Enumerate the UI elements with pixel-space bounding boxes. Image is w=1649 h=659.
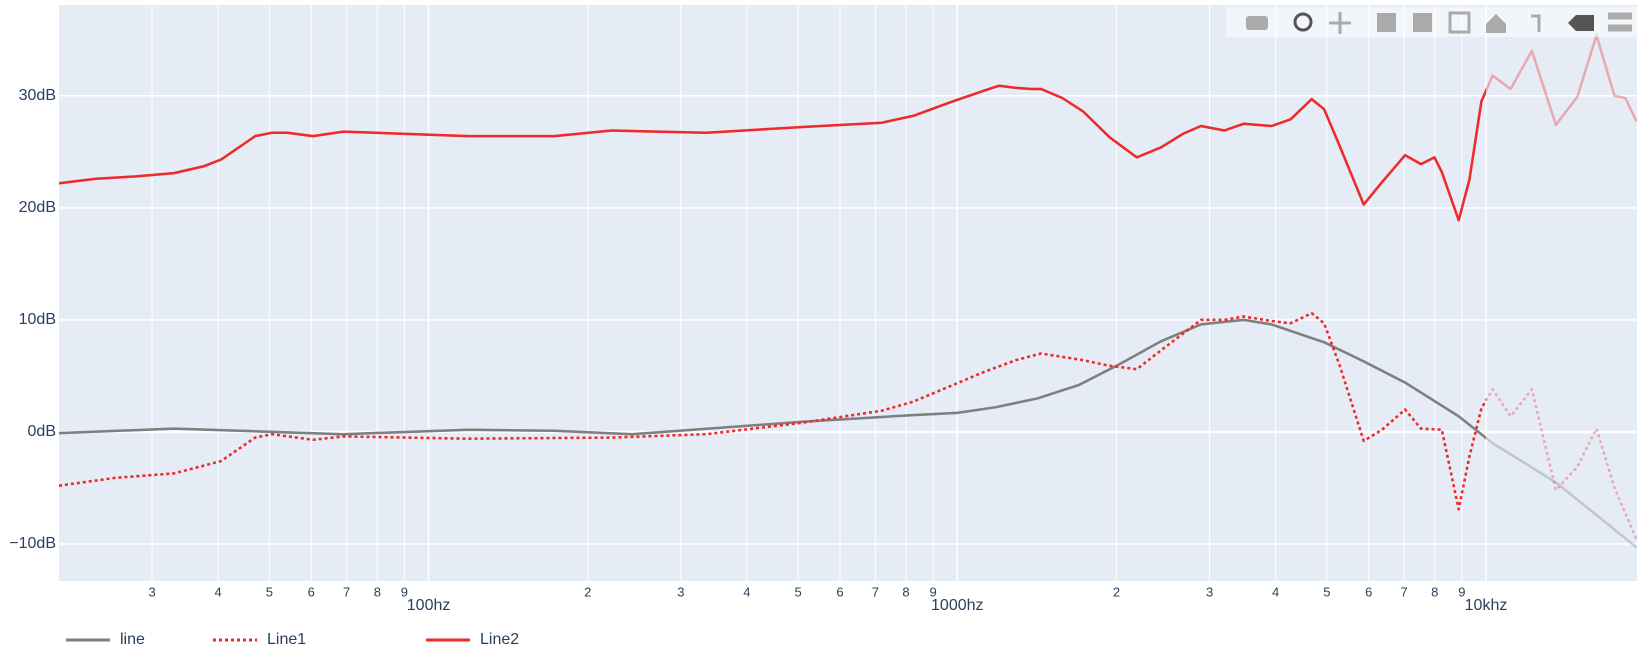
y-tick-label: 10dB — [19, 311, 56, 328]
series-line — [59, 318, 1487, 440]
zoom-icon[interactable] — [1293, 12, 1313, 32]
series-line — [59, 311, 1487, 511]
x-tick-label: 1000hz — [931, 597, 984, 614]
x-tick-label: 7 — [872, 584, 879, 599]
x-tick-label: 3 — [1206, 584, 1213, 599]
x-tick-label: 4 — [1272, 584, 1279, 599]
x-tick-label: 5 — [266, 584, 273, 599]
x-tick-label: 2 — [584, 584, 591, 599]
x-tick-label: 6 — [308, 584, 315, 599]
x-tick-label: 8 — [374, 584, 381, 599]
legend: line Line1 Line2 — [66, 631, 519, 648]
x-tick-label: 3 — [148, 584, 155, 599]
legend-label: Line1 — [267, 631, 306, 648]
x-tick-label: 8 — [1431, 584, 1438, 599]
x-tick-label: 2 — [1113, 584, 1120, 599]
autoscale-icon[interactable] — [1448, 11, 1471, 34]
hover-closest-icon[interactable] — [1568, 15, 1594, 31]
x-tick-label: 4 — [215, 584, 222, 599]
x-tick-label: 6 — [1365, 584, 1372, 599]
modebar — [1226, 7, 1637, 37]
x-tick-label: 10khz — [1465, 597, 1508, 614]
x-tick-label: 100hz — [407, 597, 451, 614]
x-tick-label: 8 — [902, 584, 909, 599]
grid — [59, 5, 1637, 581]
y-tick-label: −10dB — [9, 535, 56, 552]
y-tick-label: 30dB — [19, 87, 56, 104]
x-tick-label: 9 — [1458, 584, 1465, 599]
zoom-out-icon[interactable] — [1413, 13, 1432, 32]
legend-label: line — [120, 631, 145, 648]
lines — [59, 34, 1637, 549]
x-tick-label: 7 — [343, 584, 350, 599]
x-tick-label: 9 — [929, 584, 936, 599]
x-tick-label: 3 — [677, 584, 684, 599]
plot-area — [59, 5, 1637, 581]
legend-label: Line2 — [480, 631, 519, 648]
x-tick-label: 7 — [1401, 584, 1408, 599]
reset-icon[interactable] — [1486, 14, 1506, 33]
spike-icon[interactable] — [1531, 14, 1541, 32]
y-tick-label: 0dB — [28, 423, 56, 440]
x-tick-label: 4 — [743, 584, 750, 599]
hover-compare-icon[interactable] — [1608, 12, 1632, 32]
x-tick-label: 5 — [1323, 584, 1330, 599]
y-tick-label: 20dB — [19, 199, 56, 216]
zoom-in-icon[interactable] — [1377, 13, 1396, 32]
camera-icon[interactable] — [1246, 16, 1268, 30]
x-tick-label: 5 — [795, 584, 802, 599]
series-line — [59, 84, 1487, 222]
x-tick-label: 9 — [401, 584, 408, 599]
pan-icon[interactable] — [1329, 12, 1351, 34]
x-tick-label: 6 — [836, 584, 843, 599]
